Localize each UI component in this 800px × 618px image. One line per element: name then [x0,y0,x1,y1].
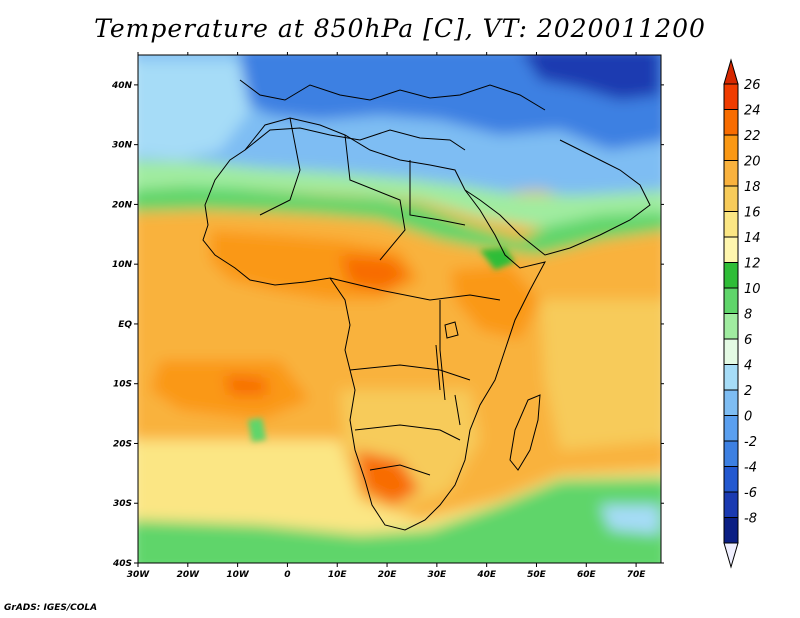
colorbar-label: -4 [744,461,757,476]
colorbar-swatch [723,236,739,263]
arabia-coast [464,139,651,256]
lon-tick-label: 20W [177,570,201,580]
border-line-3 [409,160,466,226]
colorbar-label: 26 [744,78,761,93]
lon-tick-label: 60E [577,570,597,580]
border-line-8 [439,300,446,401]
latitude-axis: 40N 30N 20N 10N EQ 10S 20S 30S 40S [111,81,664,569]
colorbar-swatch [723,440,739,467]
lat-tick-label: 40N [111,81,133,91]
colorbar-swatch [723,134,739,161]
lon-tick-label: 10E [328,570,348,580]
lake-tanganyika [435,344,441,391]
colorbar-label: 16 [744,206,761,221]
africa-coastline [202,117,546,531]
colorbar-label: 22 [744,129,761,144]
colorbar-swatch [723,185,739,212]
field-green-sahel [138,185,661,255]
field-green-horn [480,248,515,270]
colorbar-label: 0 [744,410,752,425]
colorbar-bottom-arrow [723,542,739,569]
longitude-axis: 30W 20W 10W 0 10E 20E 30E 40E 50E 60E 70E [127,52,647,580]
lat-tick-label: 10S [113,380,132,390]
border-line-6 [354,424,461,441]
lat-tick-label: EQ [118,320,132,330]
madagascar [509,394,541,471]
lat-tick-label: 20S [113,439,132,449]
field-hot-kalahari [355,450,420,505]
lat-tick-label: 30N [112,141,133,151]
field-pale-indian-ocean [540,300,661,450]
colorbar-swatch [723,313,739,340]
lat-tick-label: 20N [112,200,133,210]
border-line-4 [329,277,501,301]
field-cool-west [138,60,250,160]
colorbar-label: -8 [744,512,757,527]
lat-tick-label: 10N [112,260,133,270]
lon-tick-label: 50E [527,570,547,580]
colorbar-swatch [723,287,739,314]
colorbar-swatch [723,517,739,544]
colorbar-swatch [723,364,739,391]
lon-tick-label: 20E [378,570,398,580]
colorbar-label: 18 [744,180,761,195]
colorbar-swatch [723,491,739,518]
colorbar-swatch [723,109,739,136]
colorbar-swatch [723,466,739,493]
software-credit: GrADS: IGES/COLA [4,603,98,613]
colorbar-label: 12 [744,257,761,272]
europe-coast [239,79,546,111]
colorbar-label: 8 [744,308,752,323]
colorbar-swatch [723,415,739,442]
colorbar-top-arrow [723,58,739,85]
lat-tick-label: 30S [113,499,132,509]
colorbar-swatch [723,338,739,365]
colorbar-label: 20 [744,155,761,170]
colorbar-label: 10 [744,282,761,297]
lon-tick-label: 0 [284,570,290,580]
coastlines [202,79,651,531]
colorbar-swatch [723,389,739,416]
border-line-2 [344,134,406,261]
field-cool-southeast [600,505,660,535]
lake-malawi [454,394,461,426]
field-green-southwest [248,418,266,442]
border-line-5 [349,364,471,381]
lon-tick-label: 30W [127,570,151,580]
lon-tick-label: 30E [428,570,448,580]
temperature-field [138,55,661,563]
colorbar-label: -2 [744,435,757,450]
colorbar-label: -6 [744,486,757,501]
field-hot-east [450,265,540,340]
lake-victoria [444,321,459,339]
border-line-1 [259,117,301,216]
field-mild-band [138,160,661,228]
colorbar-swatch [723,211,739,238]
field-deep-cold [524,55,660,100]
lon-tick-label: 70E [627,570,647,580]
colorbar-label: 2 [744,384,752,399]
colorbar-label: 6 [744,333,752,348]
colorbar-swatch [723,262,739,289]
field-hottest-ocean [225,375,268,395]
map-title: Temperature at 850hPa [C], VT: 202001120… [94,14,706,43]
colorbar-label: 14 [744,231,761,246]
mediterranean-south [244,127,466,151]
map-frame [137,54,662,564]
lat-tick-label: 40S [112,559,132,569]
lon-tick-label: 40E [476,570,497,580]
field-green-south [138,478,661,563]
colorbar-label: 24 [744,104,761,119]
colorbar-label: 4 [744,359,752,374]
colorbar-swatch [723,83,739,110]
lon-tick-label: 10W [226,570,250,580]
border-line-7 [369,464,431,476]
colorbar-swatch [723,160,739,187]
field-hotter-core [340,255,410,290]
